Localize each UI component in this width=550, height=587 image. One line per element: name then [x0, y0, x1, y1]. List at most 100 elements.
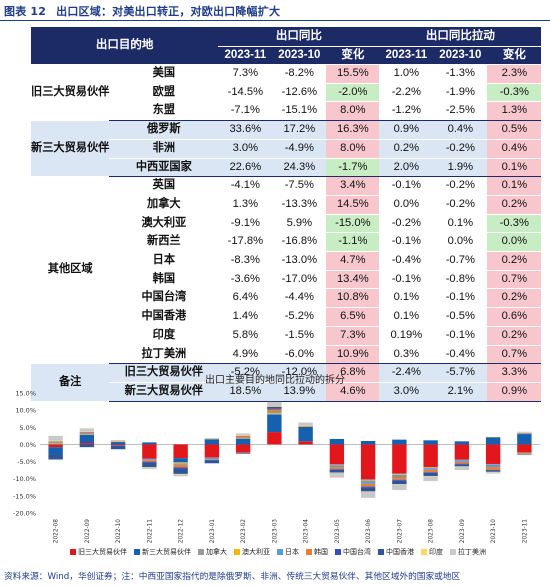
chart-title: 出口主要目的地同比拉动的拆分	[205, 375, 345, 386]
legend-item: 日本	[277, 547, 299, 557]
bar-segment	[79, 433, 95, 435]
table-cell: -5.7%	[433, 363, 488, 383]
table-cell: 0.7%	[487, 270, 542, 290]
table-cell: -1.9%	[433, 83, 488, 103]
bar-segment	[485, 444, 501, 464]
bar-segment	[485, 463, 501, 465]
table-cell: -1.1%	[326, 232, 380, 253]
x-tick-label: 2022-10	[116, 519, 122, 544]
bar-segment	[517, 431, 532, 433]
bar-segment	[142, 444, 157, 459]
table-cell: -16.8%	[272, 232, 327, 253]
table-row: 印度 5.8% -1.5% 7.3% 0.19% -0.1% 0.2%	[31, 326, 542, 346]
bar-segment	[423, 468, 438, 470]
bar-segment	[454, 464, 470, 467]
bar-segment	[142, 442, 157, 445]
bar-segment	[485, 472, 501, 474]
bar-segment	[48, 435, 63, 441]
legend-label: 日本	[285, 548, 299, 556]
table-cell: 0.2%	[379, 139, 434, 159]
table-cell: -0.1%	[433, 326, 488, 346]
group-label: 新三大贸易伙伴	[31, 120, 110, 178]
bar-segment	[79, 428, 95, 432]
bar-segment	[517, 432, 532, 434]
bar-segment	[298, 422, 313, 426]
bar-segment	[173, 468, 188, 474]
table-cell: -0.8%	[433, 270, 488, 290]
table-cell: -2.5%	[433, 101, 488, 122]
bar-segment	[79, 434, 95, 444]
x-tick-label: 2023-01	[210, 519, 216, 544]
legend-item: 加拿大	[198, 547, 227, 557]
legend-item: 中国台湾	[335, 547, 371, 557]
bar-segment	[48, 443, 63, 445]
y-tick-label: 15.0%	[15, 390, 36, 398]
bar-segment	[485, 467, 501, 470]
legend-label: 旧三大贸易伙伴	[78, 548, 127, 556]
bar-segment	[392, 474, 407, 475]
bar-segment	[454, 459, 470, 461]
table-cell: -14.5%	[218, 83, 273, 103]
group-label: 备注	[31, 363, 110, 402]
bar-segment	[267, 413, 282, 415]
table-row: 非洲 3.0% -4.9% 8.0% 0.2% -0.2% 0.4%	[31, 139, 542, 159]
row-label: 欧盟	[109, 83, 219, 103]
bar-segment	[517, 434, 532, 445]
table-cell: -7.1%	[218, 101, 273, 122]
row-label: 新西兰	[109, 232, 219, 253]
bar-segment	[142, 460, 157, 462]
table-cell: -1.2%	[379, 101, 434, 122]
table-cell: -3.6%	[218, 270, 273, 290]
table-cell: 4.7%	[326, 251, 380, 271]
table-cell: 10.9%	[326, 345, 380, 365]
bar-segment	[392, 480, 407, 485]
col-header: 变化	[326, 46, 380, 65]
x-tick-label: 2023-05	[335, 519, 341, 544]
bar-segment	[48, 441, 63, 443]
legend-label: 中国香港	[386, 548, 414, 556]
row-label: 韩国	[109, 270, 219, 290]
bar-segment	[110, 445, 126, 450]
legend-label: 新三大贸易伙伴	[142, 548, 191, 556]
y-tick-label: -15.0%	[13, 492, 36, 500]
bar-segment	[204, 444, 220, 458]
bar-segment	[110, 442, 126, 445]
chart-legend: 旧三大贸易伙伴 新三大贸易伙伴 加拿大 澳大利亚 日本 韩国 中国台湾 中国香港 印度 拉丁美洲	[70, 547, 493, 557]
table-cell: -0.4%	[433, 345, 488, 365]
table-cell: 0.0%	[487, 232, 542, 253]
table-cell: 14.5%	[326, 195, 380, 215]
bar-segment	[360, 487, 376, 492]
table-row: 中国台湾 6.4% -4.4% 10.8% 0.1% -0.1% 0.2%	[31, 288, 542, 309]
bar-segment	[204, 457, 220, 460]
table-cell: 0.6%	[487, 307, 542, 327]
table-cell: 0.9%	[379, 120, 434, 140]
table-cell: 1.3%	[218, 195, 273, 215]
legend-label: 加拿大	[206, 548, 227, 556]
table-row: 中国香港 1.4% -5.2% 6.5% 0.1% -0.5% 0.6%	[31, 307, 542, 327]
bar-segment	[204, 439, 220, 445]
table-cell: -17.0%	[272, 270, 327, 290]
bar-segment	[329, 438, 345, 445]
bar-segment	[454, 460, 470, 462]
bar-segment	[235, 444, 251, 453]
table-cell: -1.7%	[326, 158, 380, 178]
bar-segment	[392, 444, 407, 474]
bar-segment	[329, 469, 345, 473]
bar-segment	[267, 408, 282, 410]
table-cell: 13.9%	[272, 382, 327, 402]
table-cell: -0.1%	[433, 288, 488, 309]
legend-item: 韩国	[306, 547, 328, 557]
x-tick-label: 2023-02	[241, 519, 247, 544]
x-tick-label: 2023-06	[366, 519, 372, 544]
bar-segment	[267, 412, 282, 414]
table-cell: 0.0%	[379, 195, 434, 215]
row-label: 中西亚国家	[109, 158, 219, 178]
x-tick-label: 2023-11	[522, 519, 528, 544]
table-cell: 0.1%	[487, 176, 542, 196]
table-cell: -0.1%	[379, 270, 434, 290]
table-cell: -2.2%	[379, 83, 434, 103]
table-cell: -8.2%	[272, 64, 327, 84]
table-cell: 0.2%	[487, 326, 542, 346]
table-body: 旧三大贸易伙伴 美国 7.3% -8.2% 15.5% 1.0% -1.3% 2.3% 欧盟 -1…	[31, 64, 542, 402]
figure-caption: 图表 12 出口区域：对美出口转正，对欧出口降幅扩大	[4, 3, 280, 19]
